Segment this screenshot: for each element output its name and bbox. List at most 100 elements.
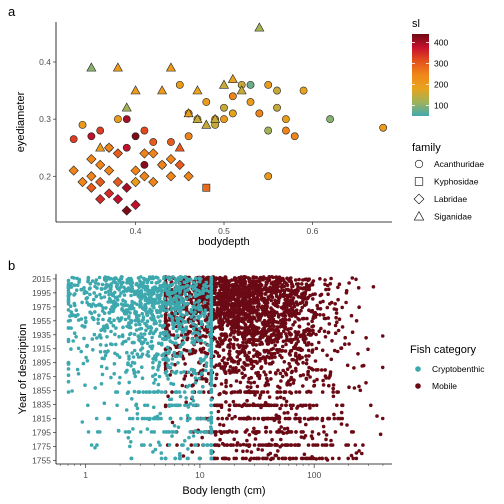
data-point [314, 332, 318, 337]
data-point [126, 436, 131, 440]
data-point [150, 335, 154, 340]
data-point [269, 338, 273, 343]
data-point [129, 456, 133, 461]
data-point [228, 349, 232, 353]
data-point [282, 396, 286, 401]
data-point [176, 361, 180, 365]
data-point [258, 393, 263, 397]
data-point [93, 386, 97, 390]
data-point [97, 313, 101, 318]
data-point [148, 148, 159, 159]
data-point [66, 326, 71, 330]
data-point [148, 331, 152, 336]
shape-legend-title: family [412, 142, 441, 154]
data-point [70, 389, 74, 393]
data-point [289, 276, 293, 280]
data-point [178, 403, 182, 408]
data-point [140, 126, 149, 135]
data-point [101, 327, 105, 331]
data-point [202, 416, 206, 421]
data-point [129, 440, 133, 444]
data-point [268, 370, 273, 375]
data-point [189, 367, 194, 372]
data-point [122, 285, 126, 290]
data-point [311, 297, 315, 301]
data-point [82, 286, 86, 290]
data-point [75, 283, 80, 288]
data-point [132, 332, 137, 337]
data-point [253, 300, 258, 305]
data-point [177, 316, 182, 320]
data-point [288, 390, 292, 394]
data-point [113, 351, 117, 356]
data-point [162, 296, 167, 301]
data-point [158, 443, 162, 447]
data-point [78, 120, 87, 129]
data-point [218, 429, 222, 434]
data-point [194, 336, 199, 341]
color-legend-label: 300 [434, 58, 448, 68]
data-point [154, 358, 158, 362]
data-point [155, 301, 160, 305]
data-point [294, 456, 299, 461]
data-point [212, 326, 216, 331]
data-point [130, 199, 141, 210]
data-point [284, 281, 289, 286]
data-point [66, 373, 71, 378]
data-point [215, 309, 219, 314]
data-point [187, 435, 191, 440]
data-point [153, 447, 158, 452]
data-point [351, 456, 356, 461]
data-point [304, 277, 309, 282]
data-point [255, 403, 260, 408]
data-point [192, 113, 203, 123]
data-point [157, 360, 162, 365]
data-point [209, 416, 214, 421]
legend-label: Mobile [432, 381, 457, 391]
data-point [242, 302, 247, 306]
data-point [243, 298, 247, 303]
data-point [98, 343, 103, 347]
data-point [190, 450, 195, 454]
data-point [231, 329, 235, 334]
data-point [70, 275, 74, 280]
data-point [268, 430, 273, 434]
data-point [75, 367, 80, 372]
data-point [294, 430, 298, 434]
data-point [107, 311, 112, 315]
data-point [85, 300, 89, 305]
data-point [119, 282, 124, 286]
data-point [311, 328, 315, 333]
data-point [106, 275, 111, 280]
data-point [263, 299, 267, 304]
legend-key [415, 366, 421, 372]
data-point [344, 300, 348, 305]
data-point [219, 403, 224, 408]
data-point [275, 416, 280, 421]
data-point [252, 443, 257, 447]
data-point [76, 346, 81, 351]
data-point [331, 394, 336, 399]
data-point [324, 287, 328, 292]
data-point [223, 456, 227, 461]
data-point [222, 361, 227, 365]
data-point [247, 433, 252, 437]
data-point [164, 330, 169, 334]
data-point [160, 324, 165, 329]
data-point [134, 328, 139, 332]
data-point [271, 346, 276, 351]
data-point [234, 302, 239, 306]
data-point [306, 341, 311, 345]
data-point [130, 176, 141, 188]
data-point [85, 296, 90, 300]
data-point [202, 328, 207, 332]
data-point [256, 447, 261, 452]
data-point [334, 307, 339, 312]
data-point [202, 183, 211, 192]
data-point [214, 430, 218, 434]
data-point [266, 335, 270, 339]
data-point [291, 403, 295, 408]
data-point [217, 443, 221, 448]
data-point [128, 444, 132, 449]
data-point [293, 366, 298, 371]
